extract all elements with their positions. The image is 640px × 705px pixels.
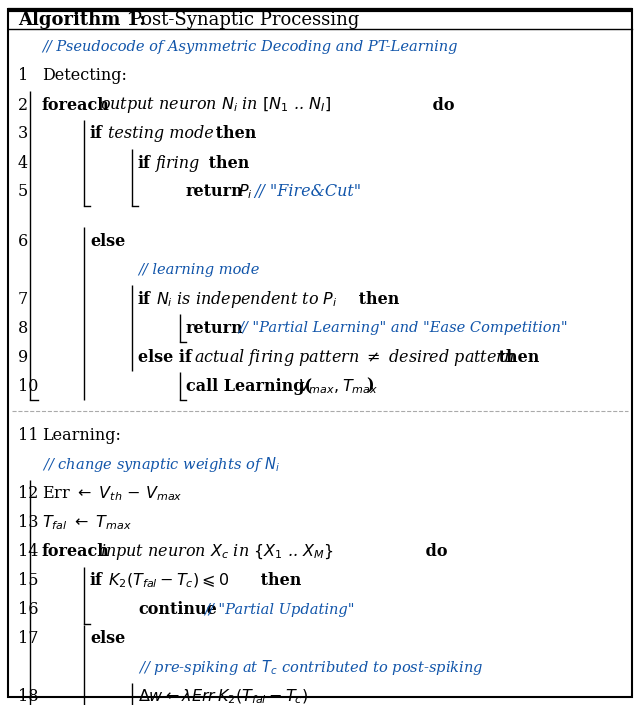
Text: call Learning(: call Learning( <box>186 378 312 395</box>
Text: Post-Synaptic Processing: Post-Synaptic Processing <box>130 11 360 29</box>
Text: else if: else if <box>138 349 192 366</box>
Text: 10: 10 <box>18 378 38 395</box>
Text: then: then <box>203 154 250 171</box>
Text: 9: 9 <box>18 349 28 366</box>
Text: 11: 11 <box>18 427 38 444</box>
Text: 14: 14 <box>18 543 38 560</box>
Text: 17: 17 <box>18 630 38 647</box>
Text: 7: 7 <box>18 290 28 308</box>
Text: 13: 13 <box>18 514 38 531</box>
Text: 12: 12 <box>18 485 38 502</box>
Text: foreach: foreach <box>42 97 110 114</box>
Text: then: then <box>255 572 301 589</box>
Text: // learning mode: // learning mode <box>138 263 259 277</box>
Text: else: else <box>90 630 125 647</box>
Text: then: then <box>210 125 257 142</box>
Text: // pre-spiking at $T_c$ contributed to post-spiking: // pre-spiking at $T_c$ contributed to p… <box>138 658 483 677</box>
Text: $V_{max}, T_{max}$: $V_{max}, T_{max}$ <box>298 377 378 396</box>
Text: Detecting:: Detecting: <box>42 68 127 85</box>
Text: actual firing pattern $\neq$ desired pattern: actual firing pattern $\neq$ desired pat… <box>194 347 515 368</box>
Text: $N_i$ is independent to $P_i$: $N_i$ is independent to $P_i$ <box>156 289 337 309</box>
Text: $P_i$: $P_i$ <box>238 183 253 202</box>
Text: 16: 16 <box>18 601 38 618</box>
Text: firing: firing <box>156 154 200 171</box>
Text: foreach: foreach <box>42 543 110 560</box>
Text: return: return <box>186 183 244 200</box>
Text: input neuron $X_c$ in $\{X_1$ .. $X_M\}$: input neuron $X_c$ in $\{X_1$ .. $X_M\}$ <box>100 541 333 562</box>
Text: 1: 1 <box>18 68 28 85</box>
Text: if: if <box>90 572 103 589</box>
Text: Algorithm 1:: Algorithm 1: <box>18 11 146 29</box>
Text: else: else <box>90 233 125 250</box>
Text: if: if <box>90 125 103 142</box>
Text: $K_2(T_{fal} - T_c) \leqslant 0$: $K_2(T_{fal} - T_c) \leqslant 0$ <box>108 571 229 590</box>
Text: // Pseudocode of Asymmetric Decoding and PT-Learning: // Pseudocode of Asymmetric Decoding and… <box>42 40 458 54</box>
Text: Err $\leftarrow$ $V_{th}$ $-$ $V_{max}$: Err $\leftarrow$ $V_{th}$ $-$ $V_{max}$ <box>42 484 182 503</box>
Text: 18: 18 <box>18 688 38 705</box>
Text: then: then <box>493 349 540 366</box>
Text: // "Partial Learning" and "Ease Competition": // "Partial Learning" and "Ease Competit… <box>238 321 568 336</box>
Text: // change synaptic weights of $N_i$: // change synaptic weights of $N_i$ <box>42 455 280 474</box>
Text: 15: 15 <box>18 572 38 589</box>
Text: continue: continue <box>138 601 217 618</box>
Text: 8: 8 <box>18 320 28 337</box>
Text: $\Delta w \leftarrow \lambda Err\,K_2(T_{fal} - T_c)$: $\Delta w \leftarrow \lambda Err\,K_2(T_… <box>138 687 308 705</box>
Text: then: then <box>353 290 399 308</box>
Text: 2: 2 <box>18 97 28 114</box>
Text: // "Fire&Cut": // "Fire&Cut" <box>254 183 361 200</box>
Text: 5: 5 <box>18 183 28 200</box>
Text: 4: 4 <box>18 154 28 171</box>
Text: do: do <box>427 97 454 114</box>
Text: 6: 6 <box>18 233 28 250</box>
Text: 3: 3 <box>18 125 28 142</box>
Text: output neuron $N_i$ in $[N_1$ .. $N_I]$: output neuron $N_i$ in $[N_1$ .. $N_I]$ <box>100 95 331 115</box>
Text: // "Partial Updating": // "Partial Updating" <box>204 603 355 617</box>
Text: $T_{fal}$ $\leftarrow$ $T_{max}$: $T_{fal}$ $\leftarrow$ $T_{max}$ <box>42 513 132 532</box>
Text: ): ) <box>366 378 374 395</box>
Text: Learning:: Learning: <box>42 427 121 444</box>
Text: return: return <box>186 320 244 337</box>
Text: testing mode: testing mode <box>108 125 214 142</box>
Text: do: do <box>420 543 447 560</box>
Text: if: if <box>138 290 151 308</box>
Text: if: if <box>138 154 151 171</box>
